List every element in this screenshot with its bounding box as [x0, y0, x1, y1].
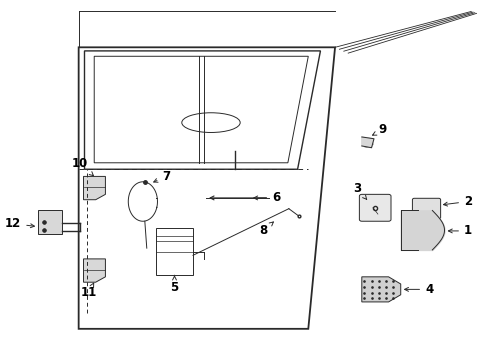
- Text: 8: 8: [259, 222, 273, 237]
- Text: 5: 5: [170, 275, 178, 294]
- Text: 1: 1: [447, 224, 471, 238]
- Text: 3: 3: [353, 183, 366, 199]
- Text: 7: 7: [153, 170, 170, 183]
- Text: 6: 6: [253, 192, 280, 204]
- FancyBboxPatch shape: [38, 211, 61, 234]
- Polygon shape: [83, 176, 105, 200]
- FancyBboxPatch shape: [411, 198, 440, 219]
- Polygon shape: [83, 259, 105, 282]
- Text: 11: 11: [80, 283, 96, 300]
- Text: 2: 2: [443, 195, 471, 208]
- FancyBboxPatch shape: [359, 194, 390, 221]
- Text: 9: 9: [372, 123, 386, 136]
- Text: 4: 4: [404, 283, 432, 296]
- Text: 12: 12: [5, 217, 34, 230]
- Polygon shape: [361, 137, 373, 148]
- Text: 10: 10: [72, 157, 93, 176]
- Polygon shape: [361, 277, 400, 302]
